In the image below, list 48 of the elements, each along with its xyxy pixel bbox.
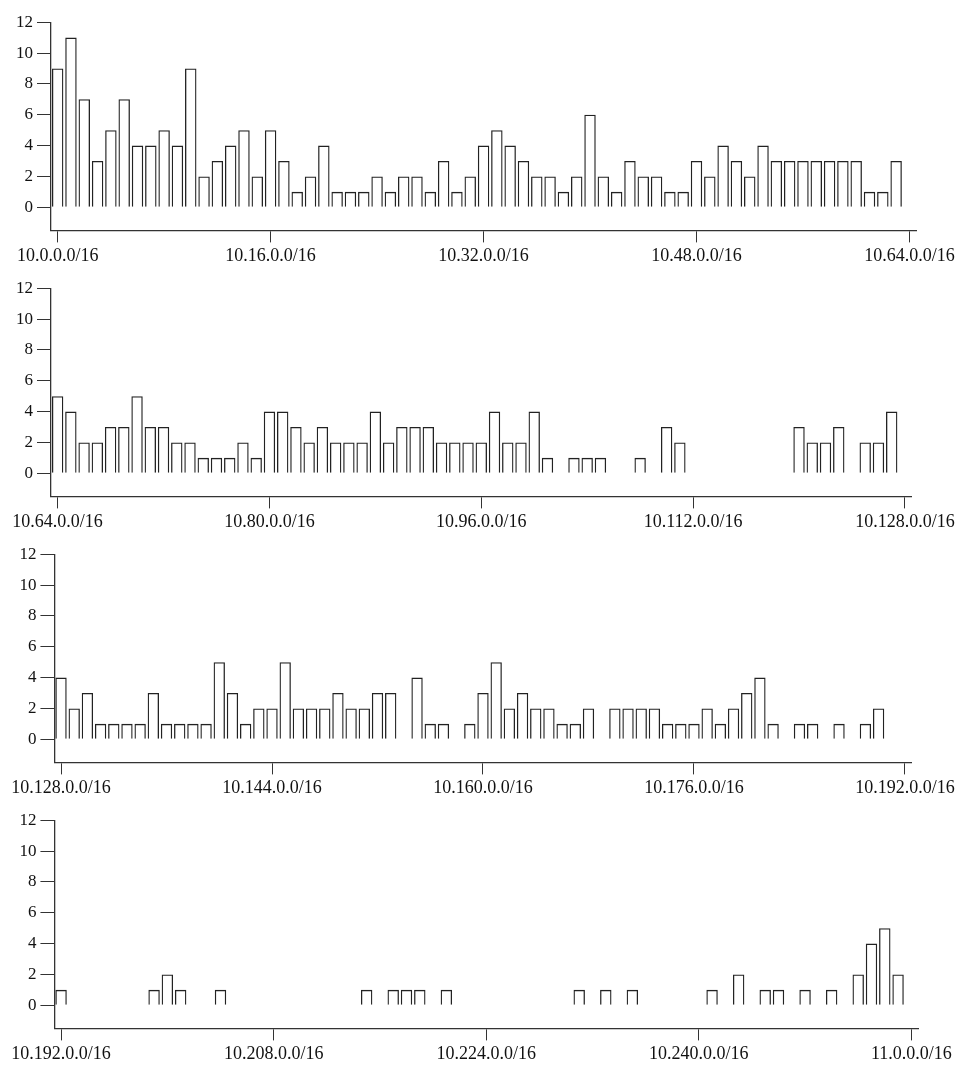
y-tick-label: 2 <box>27 963 37 983</box>
x-tick-label: 10.128.0.0/16 <box>855 510 955 531</box>
y-tick-label: 4 <box>24 401 34 421</box>
x-tick-label: 10.192.0.0/16 <box>855 776 955 797</box>
y-tick-label: 4 <box>24 135 34 155</box>
y-tick-label: 4 <box>27 667 37 687</box>
x-tick-label: 10.112.0.0/16 <box>643 510 743 531</box>
y-tick-label: 2 <box>24 165 33 185</box>
y-tick-label: 6 <box>24 370 33 390</box>
y-tick-label: 10 <box>16 42 33 62</box>
x-tick-label: 10.16.0.0/16 <box>225 244 316 265</box>
x-tick-label: 10.160.0.0/16 <box>433 776 533 797</box>
y-tick-label: 8 <box>27 605 37 625</box>
y-tick-label: 0 <box>24 196 33 216</box>
x-tick-label: 10.240.0.0/16 <box>649 1042 749 1063</box>
y-tick-label: 6 <box>24 104 33 124</box>
x-tick-label: 10.64.0.0/16 <box>864 244 955 265</box>
x-tick-label: 10.224.0.0/16 <box>436 1042 536 1063</box>
x-tick-label: 10.32.0.0/16 <box>438 244 529 265</box>
y-tick-label: 4 <box>27 933 37 953</box>
x-tick-label: 10.128.0.0/16 <box>11 776 111 797</box>
y-tick-label: 12 <box>16 277 33 297</box>
y-tick-label: 2 <box>27 697 37 717</box>
y-tick-label: 12 <box>19 809 37 829</box>
y-tick-label: 12 <box>16 11 33 31</box>
x-tick-label: 11.0.0.0/16 <box>870 1042 952 1063</box>
y-tick-label: 0 <box>27 994 37 1014</box>
x-tick-label: 10.96.0.0/16 <box>436 510 527 531</box>
y-tick-label: 8 <box>24 73 33 93</box>
x-tick-label: 10.48.0.0/16 <box>651 244 742 265</box>
x-tick-label: 10.144.0.0/16 <box>222 776 322 797</box>
x-tick-label: 10.208.0.0/16 <box>223 1042 324 1063</box>
y-tick-label: 6 <box>27 636 37 656</box>
y-tick-label: 10 <box>19 840 37 860</box>
y-tick-label: 12 <box>19 543 37 563</box>
x-tick-label: 10.192.0.0/16 <box>11 1042 111 1063</box>
y-tick-label: 0 <box>27 728 37 748</box>
y-tick-label: 0 <box>24 462 33 482</box>
x-tick-label: 10.64.0.0/16 <box>12 510 103 531</box>
y-tick-label: 10 <box>19 574 37 594</box>
y-tick-label: 2 <box>24 431 33 451</box>
y-tick-label: 10 <box>16 308 33 328</box>
y-tick-label: 8 <box>27 871 37 891</box>
x-tick-label: 10.80.0.0/16 <box>224 510 315 531</box>
x-tick-label: 10.176.0.0/16 <box>644 776 744 797</box>
x-tick-label: 10.0.0.0/16 <box>16 244 99 265</box>
y-tick-label: 6 <box>27 902 37 922</box>
y-tick-label: 8 <box>24 339 33 359</box>
